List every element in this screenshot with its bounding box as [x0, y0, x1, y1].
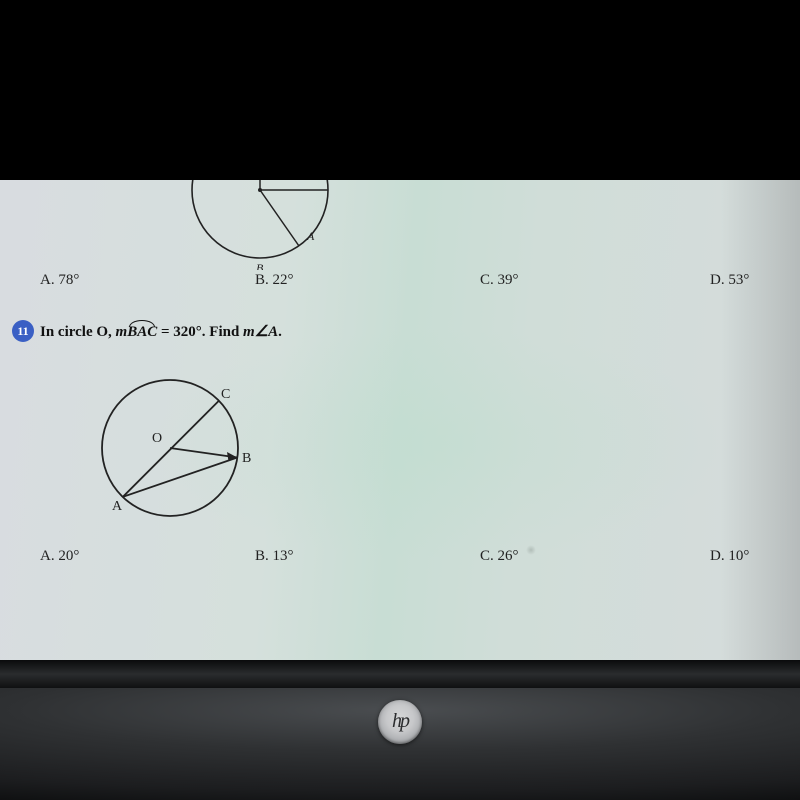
- q11-option-d-value: 10°: [728, 548, 749, 564]
- q11-number: 11: [17, 324, 28, 339]
- prev-question-figure: A B: [190, 180, 350, 275]
- prev-option-d: D. 53°: [710, 272, 749, 289]
- laptop-deck: hp: [0, 688, 800, 800]
- q11-option-c: C. 26°: [480, 548, 519, 565]
- worksheet-photo: A B A. 78° B. 22° C. 39° D. 53° 11 In ci…: [0, 180, 800, 660]
- photo-vignette: [720, 180, 800, 660]
- prev-option-b-value: 22°: [273, 272, 294, 288]
- svg-text:A: A: [112, 499, 123, 514]
- q11-angle-var: m∠A: [243, 324, 278, 340]
- q11-options: A. 20° B. 13° C. 26° D. 10°: [0, 548, 800, 572]
- prev-option-c-value: 39°: [498, 272, 519, 288]
- q11-option-d: D. 10°: [710, 548, 749, 565]
- prev-option-d-value: 53°: [728, 272, 749, 288]
- svg-text:O: O: [152, 431, 162, 446]
- svg-text:B: B: [256, 261, 264, 270]
- svg-text:A: A: [306, 229, 315, 243]
- q11-option-c-value: 26°: [498, 548, 519, 564]
- q11-prompt-suffix: .: [278, 324, 282, 340]
- q11-prompt-row: 11 In circle O, mBAC = 320°. Find m∠A.: [12, 320, 800, 342]
- q11-number-badge: 11: [12, 320, 34, 342]
- q11-prompt-prefix: In circle O,: [40, 324, 116, 340]
- q11-option-b-value: 13°: [273, 548, 294, 564]
- svg-text:B: B: [242, 451, 251, 466]
- q11-option-b: B. 13°: [255, 548, 294, 565]
- q11-option-a: A. 20°: [40, 548, 79, 565]
- q11-prompt: In circle O, mBAC = 320°. Find m∠A.: [40, 322, 282, 341]
- prev-option-a: A. 78°: [40, 272, 79, 289]
- hp-logo-icon: hp: [378, 700, 422, 744]
- prev-option-b: B. 22°: [255, 272, 294, 289]
- q11-option-a-value: 20°: [58, 548, 79, 564]
- paper-smudge: [526, 545, 536, 555]
- svg-text:C: C: [221, 387, 230, 402]
- q11-figure: O B C A: [90, 368, 270, 543]
- prev-option-c: C. 39°: [480, 272, 519, 289]
- laptop-bezel: [0, 660, 800, 688]
- q11-prompt-mid: = 320°. Find: [157, 324, 243, 340]
- q11-arc-m: m: [116, 324, 128, 340]
- q11-arc-label: BAC: [127, 324, 157, 340]
- prev-option-a-value: 78°: [58, 272, 79, 288]
- prev-question-options: A. 78° B. 22° C. 39° D. 53°: [0, 272, 800, 296]
- hp-logo-text: hp: [392, 710, 408, 733]
